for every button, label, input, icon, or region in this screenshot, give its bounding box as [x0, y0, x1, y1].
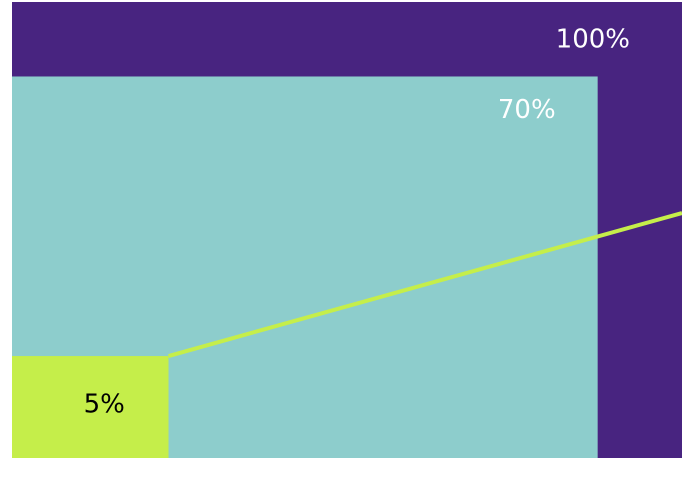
- area-square: [12, 356, 169, 458]
- value-label: 5%: [84, 390, 125, 420]
- connector-line: [167, 211, 682, 358]
- value-label: 70%: [498, 95, 556, 125]
- value-label: 100%: [556, 25, 630, 55]
